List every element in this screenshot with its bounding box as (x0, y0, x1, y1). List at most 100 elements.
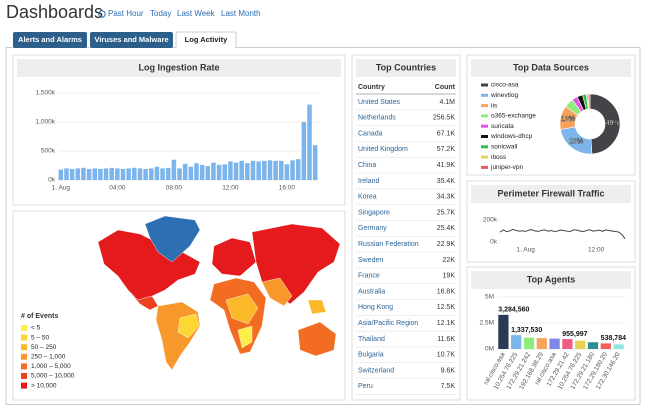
data-label: 13% (561, 116, 576, 123)
bar (103, 168, 109, 180)
legend-title: # of Events (21, 313, 58, 320)
pie-slice (589, 93, 621, 155)
bar (194, 163, 199, 180)
country-count: 9.6K (441, 367, 456, 374)
country-count: 67.1K (437, 130, 456, 137)
country-link: Asia/Pacific Region (358, 320, 418, 327)
bar (92, 168, 97, 180)
bar (498, 314, 509, 349)
bar (295, 159, 301, 180)
line-series (499, 228, 626, 239)
pie-slice (587, 93, 591, 110)
country-link: China (358, 162, 376, 169)
bar (233, 162, 239, 180)
range-link[interactable]: Last Week (177, 9, 216, 18)
panel-title: Perimeter Firewall Traffic (497, 188, 604, 198)
range-link[interactable]: Last Month (221, 9, 261, 18)
country-count: 25.7K (437, 209, 456, 216)
country-count: 4.1M (439, 99, 455, 106)
country-count: 22.9K (437, 241, 456, 248)
country-count: 25.4K (437, 225, 456, 232)
bar (301, 122, 307, 180)
country-count: 7.5K (441, 383, 456, 390)
bar (536, 338, 547, 349)
bar (284, 164, 290, 180)
bar (64, 168, 69, 180)
bar (523, 337, 535, 349)
bar (228, 161, 233, 180)
bar (307, 104, 312, 180)
country-link: Australia (358, 288, 385, 295)
country-link: France (358, 273, 380, 280)
legend-label: 5,000 – 10,000 (31, 373, 75, 380)
panel-header (471, 59, 631, 77)
country-count: 19K (443, 273, 456, 280)
bar (312, 145, 318, 180)
country-count: 57.2K (437, 146, 456, 153)
legend-swatch (21, 363, 27, 370)
panel-title: Top Countries (376, 62, 436, 72)
country (177, 313, 200, 339)
bar (109, 167, 114, 180)
country-count: 34.3K (437, 194, 456, 201)
legend-swatch (481, 124, 488, 128)
bar (58, 169, 64, 180)
world-map (97, 215, 341, 371)
y-tick-label: 5M (485, 294, 494, 301)
bar (279, 160, 284, 180)
legend-swatch (481, 114, 488, 118)
bar (549, 338, 560, 349)
bar (262, 160, 267, 180)
legend-swatch (481, 93, 488, 97)
country (97, 229, 201, 301)
legend-label: 5 – 50 (31, 334, 49, 341)
panel-header (17, 59, 341, 77)
clock-icon (98, 10, 106, 18)
range-link[interactable]: Today (150, 9, 171, 18)
bar (273, 160, 278, 180)
bar (98, 168, 103, 180)
panel (466, 266, 636, 401)
country-count: 16.8K (437, 288, 456, 295)
tab[interactable] (13, 32, 87, 48)
bar (165, 167, 171, 180)
legend-swatch (21, 382, 27, 389)
legend-swatch (21, 325, 27, 331)
x-tick-label: 04:00 (109, 185, 126, 192)
legend-label: 50 – 250 (31, 344, 57, 351)
country-link: Switzerland (358, 367, 394, 374)
bar (245, 163, 250, 180)
bar (290, 160, 295, 180)
legend-label: iis (491, 102, 498, 109)
bar (120, 168, 126, 180)
data-label: 538,784 (601, 335, 626, 342)
y-tick-label: 1,500k (35, 90, 55, 97)
legend-swatch (21, 373, 27, 379)
panel (351, 54, 461, 401)
y-tick-label: 2.5M (480, 320, 494, 327)
panel-header (471, 271, 631, 289)
bar (160, 168, 165, 180)
x-tick-label: 08:00 (166, 185, 183, 192)
panel-header (471, 185, 631, 203)
column-header: Country (358, 84, 385, 91)
legend-swatch (481, 145, 488, 149)
bar (199, 164, 205, 180)
legend-swatch (481, 83, 488, 87)
bar (211, 162, 216, 180)
legend-swatch (481, 155, 488, 159)
range-link[interactable]: Past Hour (108, 9, 144, 18)
tab-label[interactable]: Log Activity (185, 35, 228, 44)
country-link: Korea (358, 194, 377, 201)
data-label: 1,337,530 (511, 327, 542, 334)
bar (154, 166, 160, 180)
tab[interactable] (90, 32, 173, 48)
country-count: 256.5K (433, 115, 456, 122)
bar (143, 168, 148, 180)
tab-label[interactable]: Viruses and Malware (94, 35, 168, 44)
bar (137, 168, 143, 180)
country-count: 22K (443, 257, 456, 264)
y-tick-label: 1,000k (35, 119, 55, 126)
tab-label[interactable]: Alerts and Alarms (18, 35, 82, 44)
